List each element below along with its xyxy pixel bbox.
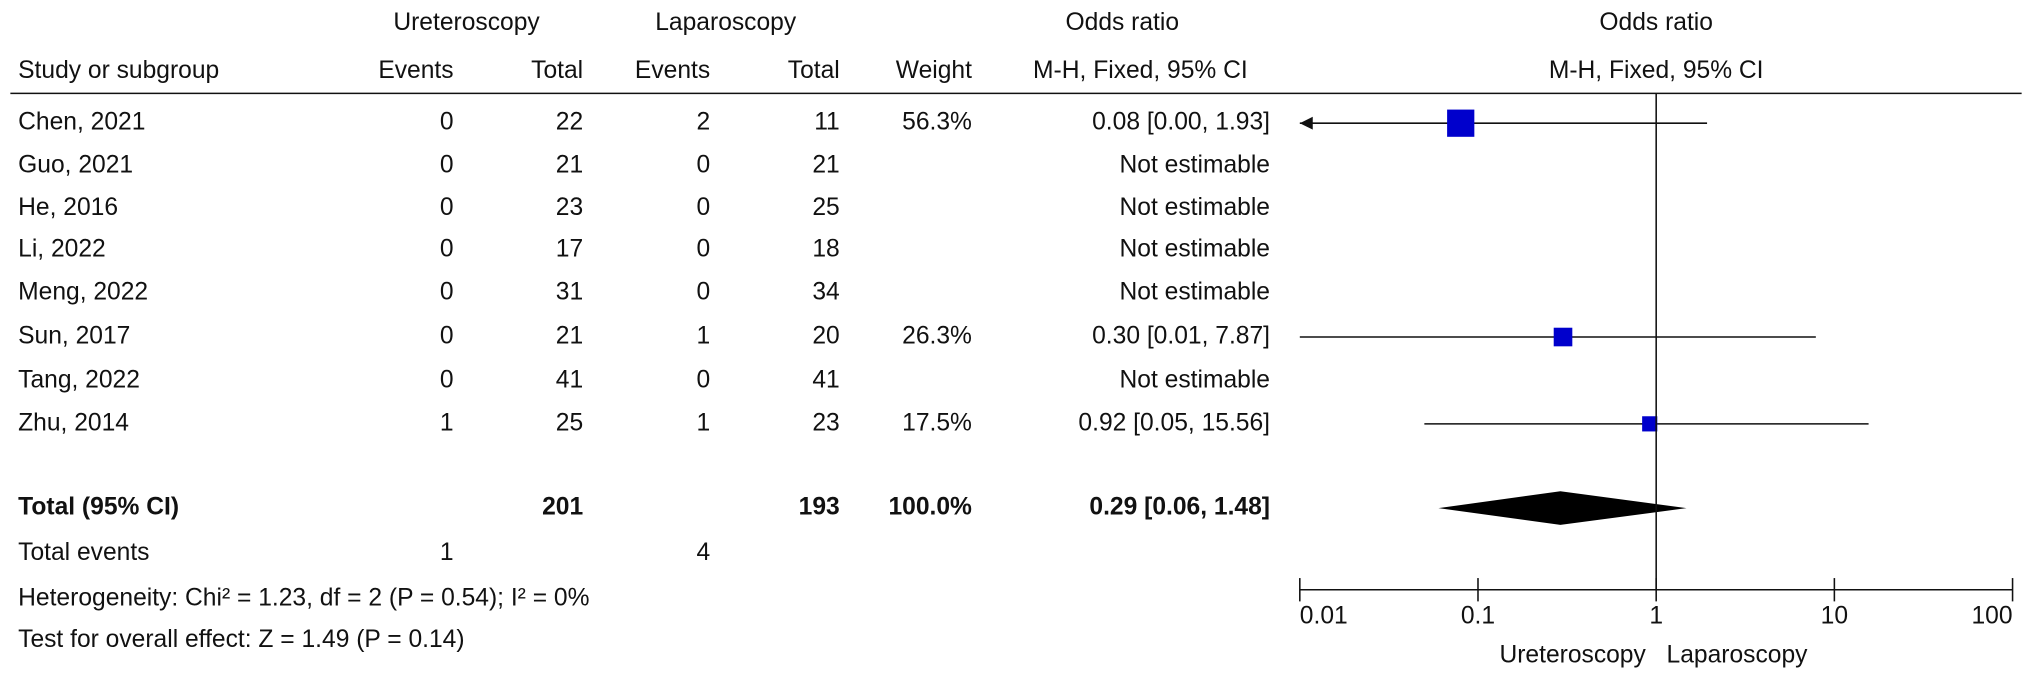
exp-events: 1 [440,409,454,436]
study-name: Zhu, 2014 [18,409,129,436]
column-header: Total [531,57,583,84]
total-events-exp: 1 [440,539,454,566]
exp-total: 17 [556,236,583,263]
study-name: Tang, 2022 [18,367,140,394]
odds-ratio-label: 0.08 [0.00, 1.93] [1092,109,1270,136]
ctrl-total: 21 [812,151,839,178]
total-events-ctrl: 4 [696,539,710,566]
column-group: Odds ratio [1599,9,1713,36]
column-header: Study or subgroup [18,57,219,84]
weight: 56.3% [902,109,972,136]
weight: 17.5% [902,409,972,436]
ctrl-total: 25 [812,194,839,221]
exp-events: 0 [440,151,454,178]
study-name: Li, 2022 [18,236,106,263]
exp-total: 21 [556,323,583,350]
exp-total: 23 [556,194,583,221]
column-header: Events [635,57,710,84]
odds-ratio-label: Not estimable [1120,367,1270,394]
x-tick-label: 1 [1649,602,1663,629]
total-weight: 100.0% [888,494,972,521]
study-name: Guo, 2021 [18,151,133,178]
ctrl-events: 1 [696,323,710,350]
total-or-label: 0.29 [0.06, 1.48] [1089,494,1270,521]
overall-effect: Test for overall effect: Z = 1.49 (P = 0… [18,626,464,653]
ctrl-total: 18 [812,236,839,263]
ci-arrow [1299,116,1313,130]
heterogeneity: Heterogeneity: Chi² = 1.23, df = 2 (P = … [18,584,589,611]
odds-ratio-label: 0.30 [0.01, 7.87] [1092,323,1270,350]
ctrl-events: 0 [696,194,710,221]
odds-ratio-label: Not estimable [1120,236,1270,263]
x-tick-label: 0.1 [1461,602,1495,629]
exp-total: 22 [556,109,583,136]
exp-events: 0 [440,278,454,305]
x-label-left: Ureteroscopy [1499,641,1646,668]
total-ctrl: 193 [799,494,840,521]
column-header: M-H, Fixed, 95% CI [1549,57,1764,84]
study-name: Chen, 2021 [18,109,145,136]
study-box [1553,327,1573,347]
x-tick-label: 100 [1971,602,2012,629]
x-tick-label: 0.01 [1300,602,1348,629]
exp-events: 0 [440,323,454,350]
study-box [1447,109,1475,137]
odds-ratio-label: Not estimable [1120,278,1270,305]
column-header: Total [788,57,840,84]
exp-events: 0 [440,194,454,221]
ctrl-total: 11 [814,109,840,136]
odds-ratio-label: 0.92 [0.05, 15.56] [1078,409,1270,436]
ctrl-events: 0 [696,151,710,178]
column-group: Laparoscopy [655,9,797,36]
ctrl-total: 23 [812,409,839,436]
x-tick-label: 10 [1821,602,1848,629]
exp-total: 31 [556,278,583,305]
ctrl-events: 2 [696,109,710,136]
exp-total: 21 [556,151,583,178]
column-group: Ureteroscopy [393,9,540,36]
study-name: Sun, 2017 [18,323,130,350]
column-header: Weight [896,57,972,84]
exp-total: 25 [556,409,583,436]
x-label-right: Laparoscopy [1667,641,1809,668]
exp-total: 41 [556,367,583,394]
column-header: Events [378,57,453,84]
study-name: Meng, 2022 [18,278,148,305]
total-label: Total (95% CI) [18,494,179,521]
ctrl-total: 41 [812,367,839,394]
ctrl-events: 0 [696,236,710,263]
ctrl-total: 34 [812,278,839,305]
study-name: He, 2016 [18,194,118,221]
study-box [1642,416,1658,432]
ctrl-events: 0 [696,278,710,305]
total-events-label: Total events [18,539,149,566]
exp-events: 0 [440,109,454,136]
ctrl-total: 20 [812,323,839,350]
weight: 26.3% [902,323,972,350]
exp-events: 0 [440,236,454,263]
ctrl-events: 1 [696,409,710,436]
ctrl-events: 0 [696,367,710,394]
odds-ratio-label: Not estimable [1120,194,1270,221]
total-diamond [1438,491,1687,525]
exp-events: 0 [440,367,454,394]
column-header: M-H, Fixed, 95% CI [1033,57,1248,84]
column-group: Odds ratio [1065,9,1179,36]
total-exp: 201 [542,494,583,521]
odds-ratio-label: Not estimable [1120,151,1270,178]
